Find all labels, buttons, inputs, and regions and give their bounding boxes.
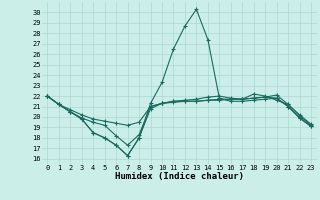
X-axis label: Humidex (Indice chaleur): Humidex (Indice chaleur)	[115, 172, 244, 181]
